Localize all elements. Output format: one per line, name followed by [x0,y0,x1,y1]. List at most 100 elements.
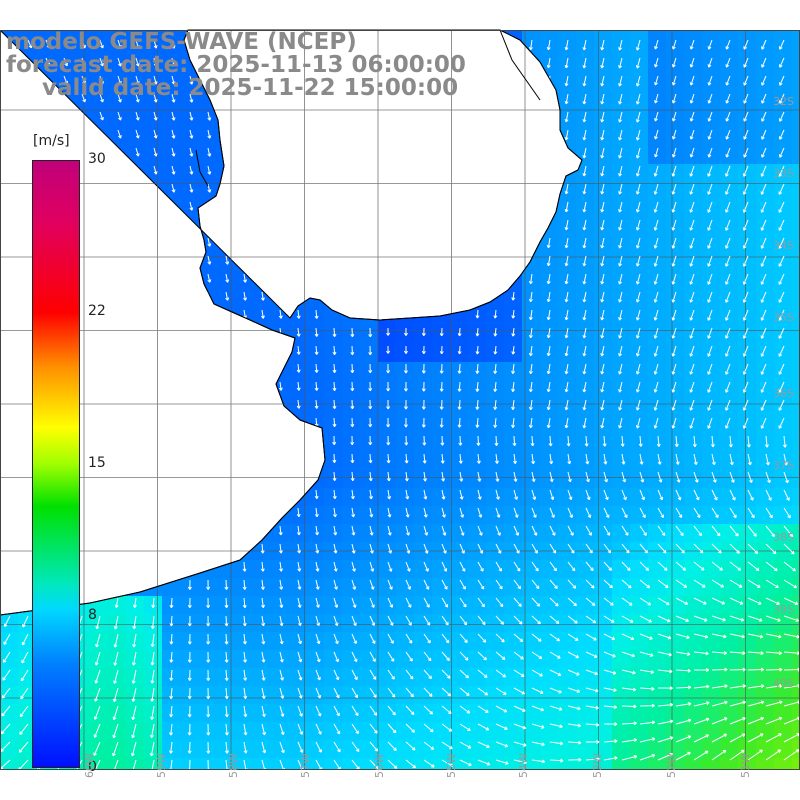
wind-arrow [783,615,800,622]
wind-arrow [332,489,337,500]
wind-arrow [531,687,544,694]
wind-arrow [439,363,444,374]
wind-cell [594,398,612,416]
wind-arrow [657,651,672,657]
wind-cell [720,200,738,218]
wind-arrow [296,327,301,337]
wind-cell [612,236,630,254]
wind-cell [720,668,738,686]
wind-cell [792,416,800,434]
wind-cell [342,668,360,686]
wind-arrow [351,633,358,645]
wind-arrow [707,417,713,429]
wind-cell [684,506,702,524]
wind-cell [630,434,648,452]
wind-cell [612,668,630,686]
wind-cell [738,38,756,56]
lat-label: 36S [773,387,794,400]
wind-arrow [729,749,745,761]
wind-arrow [621,507,628,518]
wind-cell [666,200,684,218]
wind-cell [162,596,180,614]
wind-arrow [387,489,392,500]
wind-arrow [493,363,498,374]
wind-arrow [512,435,517,447]
wind-arrow [495,651,506,660]
wind-cell [450,632,468,650]
wind-arrow [711,749,727,761]
wind-cell [702,668,720,686]
wind-arrow [639,597,652,606]
wind-arrow [546,417,551,429]
wind-arrow [585,579,595,589]
wind-cell [684,164,702,182]
wind-arrow [567,507,574,518]
wind-cell [630,38,648,56]
wind-arrow [747,543,759,554]
wind-cell [270,578,288,596]
wind-cell [558,614,576,632]
wind-cell [360,722,378,740]
wind-arrow [567,615,578,624]
wind-cell [522,740,540,758]
wind-cell [504,740,522,758]
colorbar-unit: [m/s] [33,133,70,149]
wind-cell [792,740,800,758]
wind-arrow [45,57,51,67]
wind-cell [792,164,800,182]
wind-cell [396,470,414,488]
wind-cell [756,740,774,758]
wind-arrow [21,651,29,664]
wind-arrow [297,687,303,699]
wind-arrow [693,597,707,605]
wind-arrow [332,471,337,481]
wind-arrow [725,309,731,321]
wind-arrow [81,93,86,103]
wind-arrow [153,165,158,175]
wind-arrow [423,489,428,500]
wind-cell [756,218,774,236]
wind-cell [162,74,180,92]
wind-cell [756,614,774,632]
wind-cell [612,272,630,290]
wind-arrow [742,399,749,411]
wind-arrow [654,93,659,104]
wind-cell [720,506,738,524]
wind-cell [504,686,522,704]
wind-cell [108,632,126,650]
wind-cell [414,578,432,596]
wind-cell [198,146,216,164]
wind-arrow [689,57,695,68]
wind-arrow [747,716,764,725]
wind-cell [792,326,800,344]
wind-arrow [332,453,337,463]
wind-cell [378,740,396,758]
wind-cell [576,488,594,506]
wind-cell [522,434,540,452]
wind-cell [720,236,738,254]
wind-cell [594,128,612,146]
wind-arrow [351,687,359,699]
wind-cell [540,560,558,578]
wind-cell [180,74,198,92]
wind-arrow [99,75,104,85]
wind-arrow [92,759,101,774]
wind-arrow [689,273,695,285]
wind-arrow [693,615,708,622]
wind-arrow [333,687,340,699]
wind-cell [18,668,36,686]
wind-cell [648,416,666,434]
wind-arrow [585,669,598,676]
wind-arrow [729,733,746,743]
wind-arrow [94,651,101,666]
wind-arrow [549,651,561,659]
wind-arrow [761,111,767,122]
wind-arrow [350,399,355,410]
wind-cell [792,254,800,272]
wind-cell [774,524,792,542]
wind-cell [450,668,468,686]
wind-cell [432,578,450,596]
land [0,0,800,30]
wind-cell [594,236,612,254]
wind-arrow [603,739,618,744]
